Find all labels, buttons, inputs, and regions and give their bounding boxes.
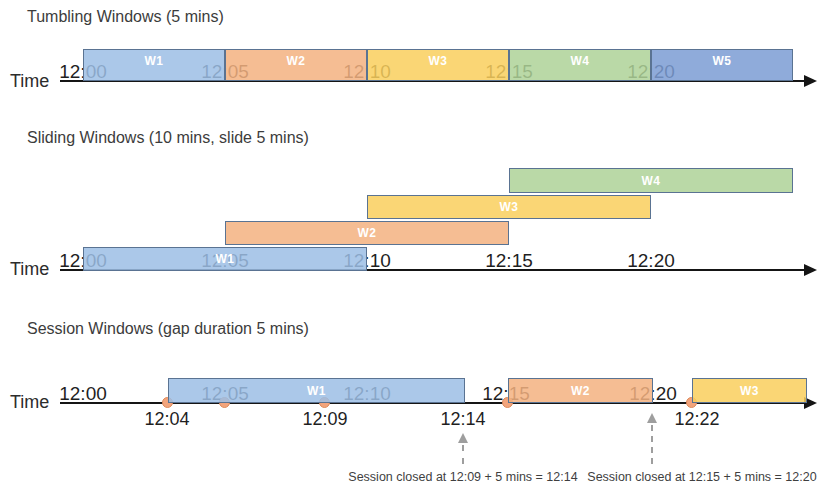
event-time-label: 12:04 [144,409,189,429]
session-close-arrow-icon [647,413,657,423]
sliding-window-w3: W3 [367,195,651,219]
tumbling-window-w2: W2 [225,49,367,81]
sliding-window-w1: W1 [83,247,367,271]
event-time-label: 12:22 [674,409,719,429]
event-time-label: 12:09 [302,409,347,429]
session-close-arrow-stem [462,445,464,464]
tumbling-window-w5: W5 [651,49,793,81]
tumbling-window-w1: W1 [83,49,225,81]
tick-label: 12:20 [627,250,675,271]
window-label: W2 [226,226,508,240]
window-label: W3 [368,54,508,68]
window-label: W1 [169,383,464,397]
window-label: W2 [226,54,366,68]
sliding-window-w4: W4 [509,168,793,193]
window-label: W1 [84,54,224,68]
window-label: W1 [84,252,366,266]
windowing-diagram: Tumbling Windows (5 mins) Time 12:00 12:… [0,0,829,498]
sliding-window-w2: W2 [225,221,509,245]
session-window-w1: W1 [168,378,465,403]
section-sliding: Sliding Windows (10 mins, slide 5 mins) … [0,115,829,300]
window-label: W3 [368,200,650,214]
event-time-label: 12:14 [440,409,485,429]
window-label: W2 [509,383,652,397]
tick-label: 12:15 [485,250,533,271]
session-title: Session Windows (gap duration 5 mins) [27,320,309,338]
window-label: W3 [693,383,806,397]
session-window-w2: W2 [508,378,653,403]
section-tumbling: Tumbling Windows (5 mins) Time 12:00 12:… [0,0,829,115]
sliding-title: Sliding Windows (10 mins, slide 5 mins) [27,129,309,147]
tumbling-time-axis-label: Time [10,71,49,92]
tumbling-window-w4: W4 [509,49,651,81]
window-label: W5 [652,54,792,68]
session-time-axis-label: Time [10,392,49,413]
window-label: W4 [510,54,650,68]
sliding-time-axis-label: Time [10,259,49,280]
tumbling-window-w3: W3 [367,49,509,81]
session-close-arrow-icon [458,433,468,443]
session-window-w3: W3 [692,378,807,403]
axis-arrowhead-icon [804,75,817,87]
tumbling-title: Tumbling Windows (5 mins) [27,8,224,26]
tick-label: 12:00 [59,383,107,404]
session-annotation: Session closed at 12:09 + 5 mins = 12:14 [333,470,593,485]
section-session: Session Windows (gap duration 5 mins) Ti… [0,300,829,498]
axis-arrowhead-icon [804,264,817,276]
window-label: W4 [510,173,792,187]
session-annotation: Session closed at 12:15 + 5 mins = 12:20 [572,470,829,485]
session-close-arrow-stem [651,425,653,464]
